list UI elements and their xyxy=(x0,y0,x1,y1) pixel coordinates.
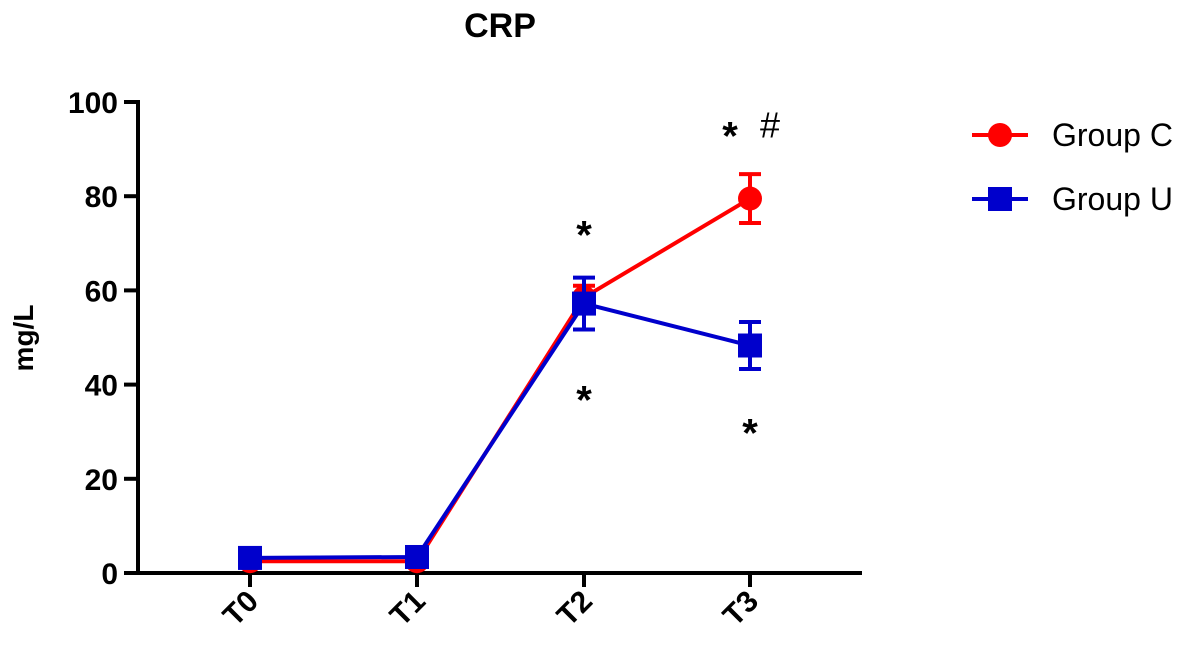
data-point xyxy=(405,544,429,569)
y-tick-label: 80 xyxy=(85,181,118,214)
significance-asterisk: * xyxy=(576,213,592,257)
y-tick-label: 100 xyxy=(68,87,118,120)
x-tick-label: T3 xyxy=(717,585,765,633)
series-group-c xyxy=(238,172,762,574)
x-tick-label: T0 xyxy=(217,585,265,633)
series-line xyxy=(250,196,752,564)
data-point xyxy=(572,291,596,316)
y-tick-label: 60 xyxy=(85,275,118,308)
x-tick-label: T2 xyxy=(551,585,599,633)
significance-asterisk: * xyxy=(722,115,738,159)
legend-label: Group U xyxy=(1052,181,1173,217)
y-tick-label: 40 xyxy=(85,370,118,403)
data-point xyxy=(738,333,762,358)
y-axis-label: mg/L xyxy=(8,305,39,372)
significance-asterisk: * xyxy=(742,411,758,455)
legend-item-group-u: Group U xyxy=(972,181,1173,217)
data-point xyxy=(238,545,262,570)
series-line xyxy=(249,301,751,560)
significance-asterisk: * xyxy=(576,378,592,422)
annotations: * * * # * xyxy=(576,105,780,456)
series-group-u xyxy=(238,275,762,570)
legend-label: Group C xyxy=(1052,117,1173,153)
axes: 0 20 40 60 80 100 T0 T1 T2 T3 xyxy=(68,87,862,633)
series-layer xyxy=(238,172,762,574)
data-point xyxy=(738,186,762,211)
legend-item-group-c: Group C xyxy=(972,117,1173,153)
hash-annotation: # xyxy=(760,105,780,146)
legend: Group C Group U xyxy=(972,117,1173,217)
legend-marker xyxy=(988,187,1012,211)
legend-marker xyxy=(988,123,1012,147)
y-tick-label: 0 xyxy=(101,558,118,591)
chart-title: CRP xyxy=(464,7,536,45)
x-tick-label: T1 xyxy=(384,585,432,633)
y-tick-label: 20 xyxy=(85,464,118,497)
